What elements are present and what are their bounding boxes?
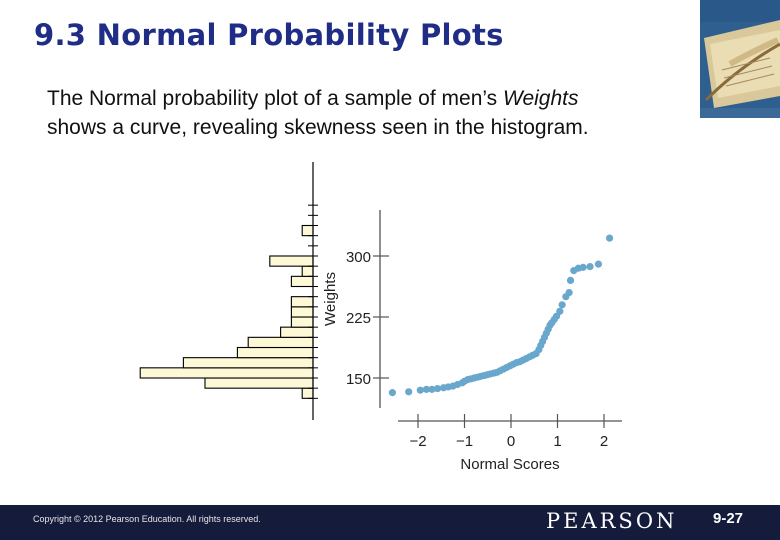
slide-title: 9.3 Normal Probability Plots [34, 18, 504, 52]
data-point-51 [579, 263, 587, 271]
histogram-bar-13 [269, 255, 314, 267]
data-point-3 [422, 385, 430, 393]
data-point-52 [586, 262, 594, 271]
histogram-bar-12 [301, 265, 314, 277]
histogram-bar-16 [301, 224, 314, 237]
histogram-bar-9 [290, 296, 314, 308]
x-tick-label: −2 [409, 433, 426, 450]
y-axis-label: Weights [322, 272, 339, 326]
y-tick-label: 225 [346, 310, 371, 327]
y-tick-label: 150 [346, 371, 371, 388]
data-point-44 [556, 307, 564, 315]
x-axis-label: Normal Scores [460, 456, 559, 473]
data-point-0 [388, 389, 397, 397]
histogram-bar-4 [236, 346, 314, 359]
data-point-1 [405, 388, 413, 396]
data-point-47 [565, 289, 573, 297]
data-point-5 [433, 384, 442, 393]
data-point-2 [416, 386, 424, 394]
y-tick-label: 300 [346, 249, 371, 266]
copyright-text: Copyright © 2012 Pearson Education. All … [33, 514, 261, 524]
body-line1-prefix: The Normal probability plot of a sample … [47, 87, 503, 110]
histogram-bar-1 [204, 377, 314, 389]
histogram-bar-3 [182, 357, 314, 369]
page-number: 9-27 [713, 510, 744, 527]
body-line1-italic: Weights [503, 87, 579, 110]
x-tick-label: 0 [507, 433, 515, 450]
histogram-bar-11 [290, 275, 314, 288]
histogram-bar-5 [247, 336, 314, 349]
histogram-bar-2 [139, 367, 314, 379]
footer-bar: Copyright © 2012 Pearson Education. All … [0, 505, 780, 540]
body-line2: shows a curve, revealing skewness seen i… [47, 116, 589, 139]
data-point-45 [558, 301, 566, 309]
x-tick-label: 2 [600, 433, 608, 450]
data-point-53 [594, 260, 603, 268]
histogram-bar-6 [280, 326, 314, 338]
data-point-54 [605, 234, 614, 242]
pearson-logo: PEARSON [546, 509, 678, 533]
x-tick-label: −1 [456, 433, 473, 450]
x-tick-label: 1 [553, 433, 561, 450]
data-point-4 [428, 385, 436, 393]
data-point-48 [566, 276, 575, 284]
quill-decoration-icon [700, 0, 780, 118]
histogram-bar-0 [301, 387, 314, 399]
histogram-bar-8 [290, 306, 314, 318]
normal-probability-plot: 150 225 300 −2 −1 0 1 2 Normal Scores Weights [139, 162, 622, 473]
histogram-bar-7 [290, 316, 314, 328]
slide-body-text: The Normal probability plot of a sample … [47, 84, 687, 142]
